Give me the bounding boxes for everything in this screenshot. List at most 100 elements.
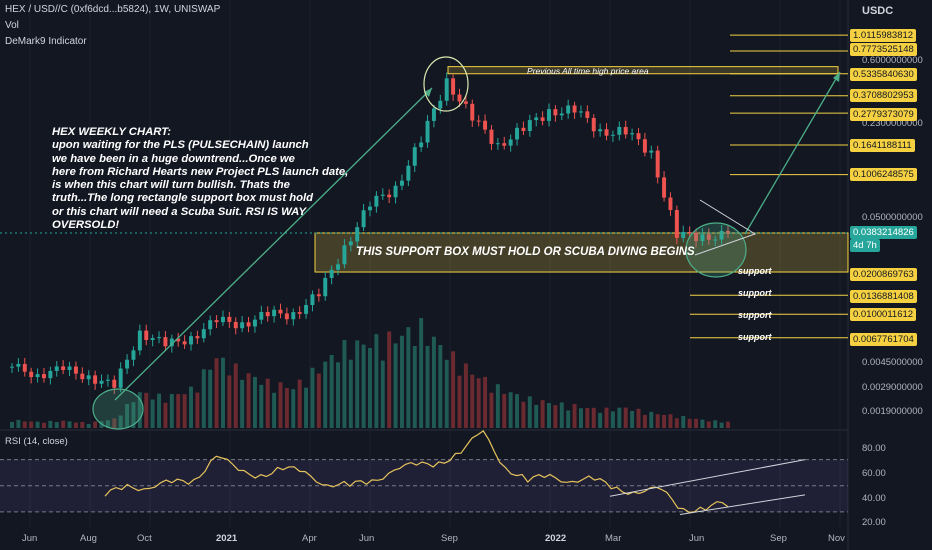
level-tag[interactable]: 0.7773525148 [850, 43, 917, 56]
volume-bar [521, 401, 526, 428]
level-tag[interactable]: 0.5335840630 [850, 68, 917, 81]
volume-bar [694, 418, 699, 428]
candle-body [342, 245, 347, 265]
candle-body [694, 232, 699, 242]
candle-body [649, 150, 654, 153]
level-tag[interactable]: 0.0067761704 [850, 333, 917, 346]
support-label: support [738, 266, 772, 276]
ath-box-label: Previous All time high price area [527, 66, 649, 76]
candle-body [105, 379, 110, 381]
volume-bar [29, 421, 34, 428]
level-tag[interactable]: 0.1641188111 [850, 139, 915, 152]
candle-body [547, 109, 551, 121]
volume-bar [662, 414, 667, 428]
volume-bar [610, 411, 615, 428]
level-tag[interactable]: 0.1006248575 [850, 168, 917, 181]
level-tag[interactable]: 0.3708802953 [850, 89, 917, 102]
demark-legend[interactable]: DeMark9 Indicator [5, 36, 87, 47]
candle-body [431, 108, 436, 121]
rsi-trendline-upper [609, 459, 806, 497]
symbol-header[interactable]: HEX / USD//C (0xf6dcd...b5824), 1W, UNIS… [5, 4, 221, 15]
candle-body [604, 129, 609, 136]
note-line: upon waiting for the PLS (PULSECHAIN) la… [52, 139, 309, 152]
volume-bar [674, 418, 679, 428]
volume-bar [572, 404, 577, 428]
volume-bar [125, 403, 130, 428]
level-tag[interactable]: 0.0200869763 [850, 268, 917, 281]
volume-bar [515, 394, 520, 428]
volume-bar [41, 422, 46, 428]
candle-body [495, 143, 500, 145]
candle-body [419, 142, 424, 148]
rsi-legend[interactable]: RSI (14, close) [5, 436, 68, 447]
volume-bar [483, 376, 488, 428]
candle-body [572, 105, 577, 113]
volume-bar [201, 369, 206, 428]
candle-body [636, 133, 641, 140]
volume-bar [355, 340, 360, 428]
volume-bar [726, 421, 730, 428]
candle-body [470, 103, 475, 121]
volume-bar [227, 375, 232, 428]
candle-body [246, 322, 251, 327]
volume-bar [623, 407, 628, 428]
price-tick: 0.6000000000 [862, 55, 923, 66]
volume-bar [144, 392, 149, 428]
volume-bar [246, 373, 251, 428]
candle-body [617, 126, 622, 135]
volume-bar [284, 388, 289, 428]
candle-body [54, 366, 59, 371]
volume-legend[interactable]: Vol [5, 20, 19, 31]
candle-body [706, 234, 711, 240]
candle-body [80, 373, 85, 380]
grid [0, 0, 849, 550]
current-price-tag[interactable]: 0.0383214826 [850, 226, 917, 239]
level-tag[interactable]: 0.0136881408 [850, 290, 917, 303]
volume-bar [291, 389, 296, 428]
candle-body [220, 316, 225, 323]
candle-body [451, 78, 456, 95]
volume-bar [508, 392, 513, 428]
support-label: support [738, 288, 772, 298]
level-tag[interactable]: 0.2779373079 [850, 108, 917, 121]
analysis-note: HEX WEEKLY CHART: upon waiting for the P… [52, 126, 352, 232]
candle-body [233, 321, 238, 329]
candle-body [681, 231, 686, 238]
candle-body [348, 241, 353, 246]
candle-body [387, 194, 392, 198]
volume-bar [176, 394, 181, 428]
wedge-lines [694, 199, 757, 256]
level-tag[interactable]: 0.0100011612 [850, 308, 917, 321]
candle-body [310, 294, 315, 305]
candle-body [559, 113, 564, 116]
candle-body [553, 109, 558, 116]
candle-body [336, 264, 341, 270]
candle-body [29, 371, 34, 378]
volume-bar [310, 367, 315, 428]
candle-body [655, 150, 660, 178]
volume-bar [457, 375, 462, 428]
time-tick: Aug [80, 533, 97, 544]
volume-bar [617, 407, 622, 428]
level-tag[interactable]: 1.0115983812 [850, 29, 917, 42]
candle-body [278, 309, 283, 314]
candle-body [48, 370, 53, 379]
candle-body [22, 363, 27, 372]
candle-body [610, 134, 615, 136]
note-line: here from Richard Hearts new Project PLS… [52, 165, 349, 178]
note-line: HEX WEEKLY CHART: [52, 126, 172, 138]
volume-bar [489, 392, 494, 428]
uptrend-arrow-line [114, 87, 433, 401]
volume-bar [412, 345, 417, 428]
volume-bar [182, 394, 187, 428]
volume-bars [10, 318, 730, 428]
candle-body [361, 210, 366, 228]
volume-bar [444, 359, 449, 428]
volume-bar [169, 394, 174, 428]
note-line: or this chart will need a Scuba Suit. RS… [52, 205, 307, 218]
candle-body [713, 239, 718, 241]
candle-body [112, 379, 117, 388]
ath-box [447, 66, 839, 75]
volume-bar [706, 421, 711, 428]
